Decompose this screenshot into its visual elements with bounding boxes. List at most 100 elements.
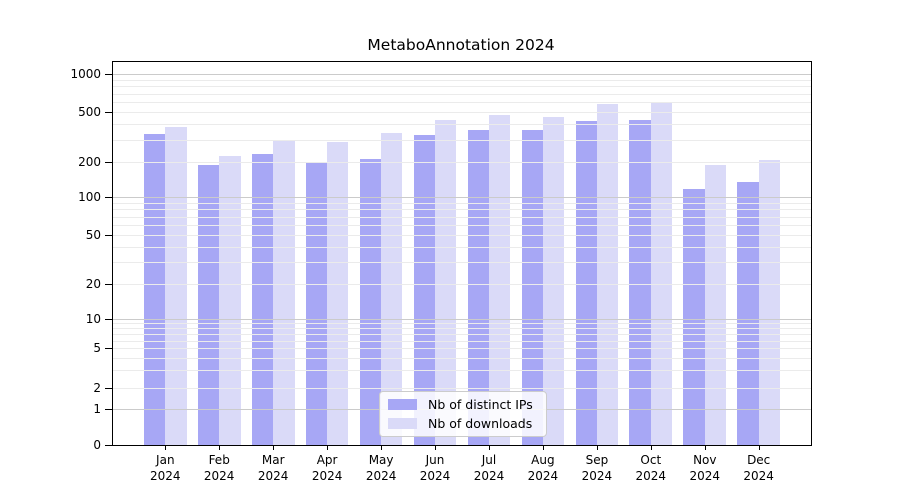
y-gridline-minor-4 (113, 357, 811, 359)
y-gridline-minor-6 (113, 340, 811, 342)
y-tick-label-10: 10 (85, 312, 101, 326)
y-tick-0 (105, 445, 112, 446)
y-tick-label-1000: 1000 (70, 67, 101, 82)
bar-ips-jun (413, 134, 435, 445)
x-tick-oct-2024 (650, 445, 652, 450)
legend: Nb of distinct IPs Nb of downloads (379, 391, 547, 437)
y-gridline-minor-500 (113, 111, 811, 113)
x-tick-label-feb-2024: Feb 2024 (203, 453, 235, 483)
x-tick-feb-2024 (219, 445, 221, 450)
bar-ips-oct (629, 119, 651, 445)
y-gridline-minor-900 (113, 80, 811, 81)
y-gridline-minor-600 (113, 101, 811, 103)
y-tick-label-20: 20 (85, 276, 101, 291)
y-tick-label-50: 50 (85, 227, 101, 242)
x-tick-apr-2024 (327, 445, 329, 450)
x-tick-jun-2024 (435, 445, 436, 450)
y-tick-1 (105, 409, 112, 410)
legend-item-downloads: Nb of downloads (388, 416, 538, 431)
y-gridline-minor-90 (113, 203, 811, 204)
legend-swatch-downloads (388, 417, 417, 429)
y-tick-500 (105, 111, 112, 113)
y-gridline-minor-30 (113, 262, 811, 263)
x-tick-nov-2024 (704, 445, 706, 450)
y-tick-label-200: 200 (78, 154, 101, 169)
y-tick-label-0: 0 (93, 438, 101, 452)
bar-ips-dec (737, 182, 759, 445)
bar-ips-feb (197, 165, 220, 445)
y-tick-100 (105, 197, 112, 199)
y-tick-label-100: 100 (78, 190, 101, 205)
x-tick-sep-2024 (596, 445, 598, 450)
y-gridline-minor-3 (113, 370, 811, 372)
y-gridline-minor-700 (113, 93, 811, 95)
legend-label-downloads: Nb of downloads (428, 415, 533, 431)
bar-ips-jul (467, 129, 489, 445)
legend-item-distinct-ips: Nb of distinct IPs (388, 397, 538, 412)
y-gridline-minor-9 (113, 323, 811, 325)
y-tick-20 (105, 283, 112, 285)
y-gridline-minor-200 (113, 161, 811, 163)
bar-downloads-sep (596, 103, 619, 445)
bar-downloads-jun (435, 120, 457, 445)
y-tick-5 (105, 348, 112, 350)
x-tick-jul-2024 (489, 445, 490, 450)
legend-swatch-ips (388, 399, 417, 411)
y-tick-200 (105, 161, 112, 163)
x-tick-jan-2024 (165, 445, 167, 450)
y-gridline-minor-400 (113, 123, 811, 125)
bar-downloads-aug (542, 117, 565, 445)
x-tick-mar-2024 (273, 445, 275, 450)
bar-ips-may (359, 159, 382, 445)
x-tick-label-nov-2024: Nov 2024 (689, 453, 721, 483)
y-tick-label-500: 500 (78, 104, 101, 119)
plot-area: Nb of distinct IPs Nb of downloads 0 1 2 5 1… (70, 61, 812, 483)
y-gridline-minor-40 (113, 246, 811, 248)
bar-downloads-feb (219, 156, 241, 445)
y-gridline-minor-2 (113, 387, 811, 389)
bar-ips-jan (143, 133, 166, 445)
y-gridline-minor-8 (113, 328, 811, 330)
y-tick-2 (105, 387, 112, 389)
x-tick-label-sep-2024: Sep 2024 (581, 453, 613, 483)
y-tick-label-1: 1 (93, 402, 101, 416)
bar-ips-nov (683, 188, 705, 445)
y-tick-label-5: 5 (93, 341, 101, 356)
bar-ips-aug (521, 130, 543, 445)
x-tick-may-2024 (381, 445, 383, 450)
x-tick-label-dec-2024: Dec 2024 (743, 453, 774, 483)
bar-downloads-nov (704, 164, 727, 445)
y-gridline-minor-5 (113, 348, 811, 350)
x-tick-label-apr-2024: Apr 2024 (311, 453, 343, 483)
bar-downloads-jan (165, 127, 187, 445)
legend-label-ips: Nb of distinct IPs (428, 397, 533, 413)
bar-downloads-dec (758, 160, 781, 445)
x-tick-label-jan-2024: Jan 2024 (150, 453, 181, 483)
x-tick-label-mar-2024: Mar 2024 (257, 453, 289, 483)
bar-downloads-mar (273, 141, 295, 445)
chart-title: MetaboAnnotation 2024 (367, 36, 555, 54)
y-gridline-minor-50 (113, 234, 811, 236)
x-tick-label-jun-2024: Jun 2024 (419, 453, 451, 483)
y-gridline-minor-7 (113, 334, 811, 336)
bar-ips-mar (251, 154, 274, 445)
y-gridline-minor-80 (113, 209, 811, 211)
x-tick-label-aug-2024: Aug 2024 (527, 453, 559, 483)
bar-ips-apr (305, 162, 328, 445)
x-tick-label-jul-2024: Jul 2024 (473, 453, 505, 483)
y-tick-1000 (105, 74, 112, 76)
y-gridline-major-100 (113, 197, 811, 199)
x-tick-aug-2024 (542, 445, 544, 450)
bar-ips-sep (575, 121, 597, 445)
y-gridline-major-10 (113, 319, 811, 320)
bar-downloads-oct (650, 101, 673, 445)
y-tick-label-2: 2 (93, 380, 101, 395)
y-gridline-major-1000 (113, 74, 811, 76)
y-tick-10 (105, 319, 112, 320)
y-gridline-minor-60 (113, 224, 811, 226)
bar-downloads-may (381, 132, 403, 445)
y-gridline-minor-70 (113, 216, 811, 218)
y-gridline-minor-300 (113, 139, 811, 141)
y-gridline-minor-800 (113, 86, 811, 88)
